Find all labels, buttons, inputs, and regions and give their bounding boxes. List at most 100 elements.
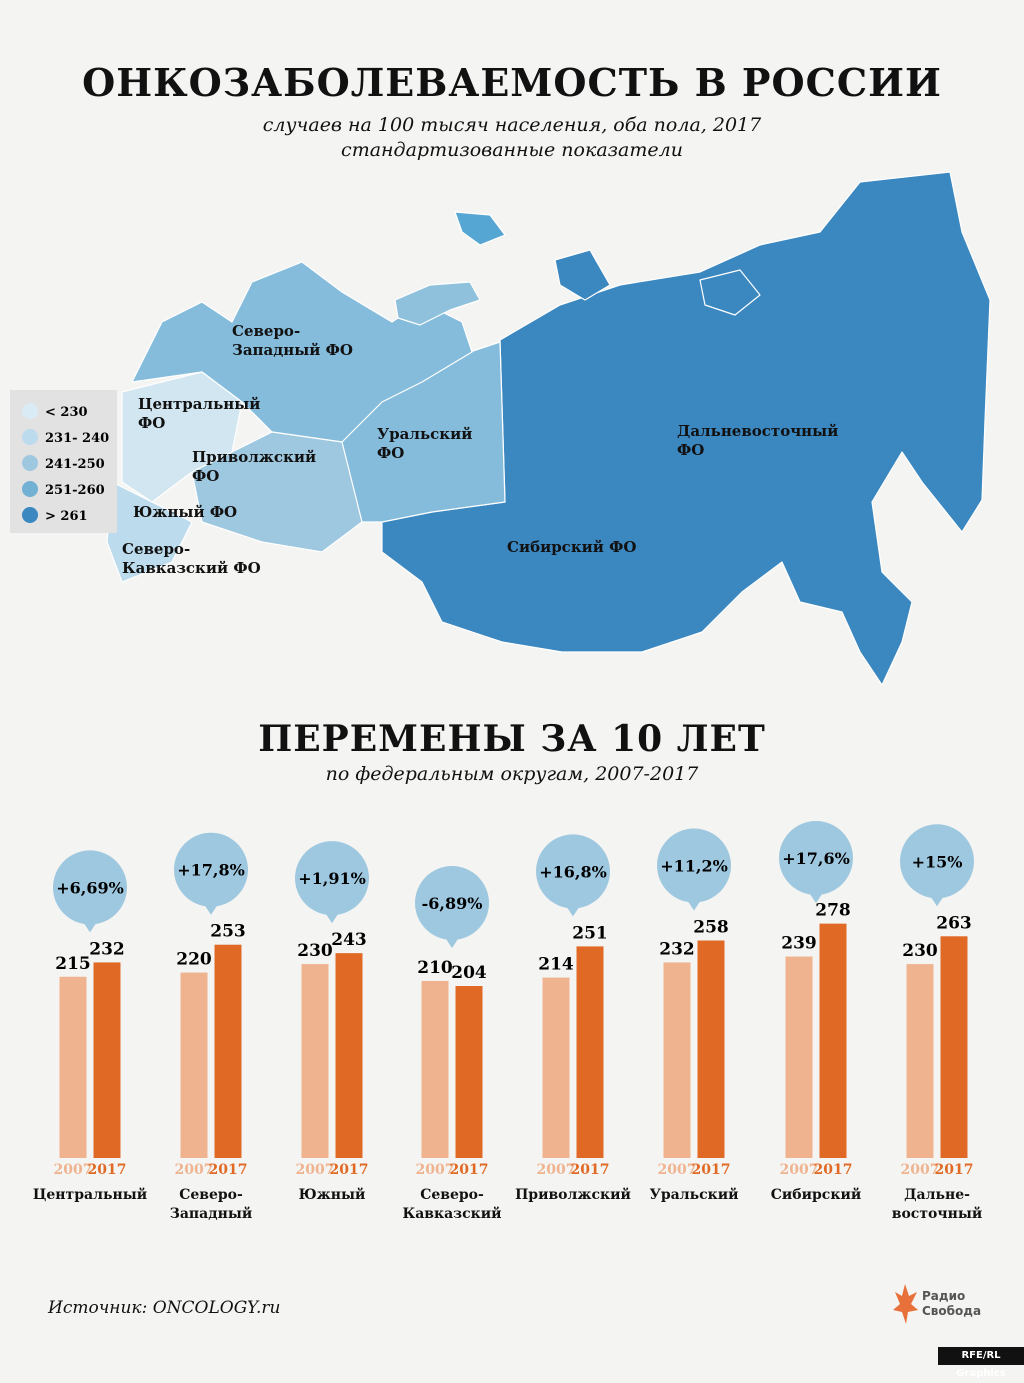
region-label: Северо- Западный ФО — [232, 322, 353, 359]
region-shape — [121, 371, 243, 503]
legend-label: < 230 — [45, 405, 88, 420]
value-label: 210 — [417, 958, 453, 978]
series-label: 2007 — [416, 1162, 455, 1178]
credit: RFE/RL Graphics — [938, 1347, 1024, 1379]
map: < 230 231- 240 241-250 251-260 > 261 — [10, 171, 991, 686]
bar — [93, 962, 121, 1158]
series-label: 2017 — [88, 1162, 127, 1178]
change-label: +1,91% — [298, 869, 366, 888]
value-label: 220 — [176, 950, 212, 970]
bar — [335, 953, 363, 1158]
chart-subtitle: по федеральным округам, 2007-2017 — [325, 763, 699, 785]
change-label: +17,6% — [782, 849, 850, 868]
legend-label: 251-260 — [45, 483, 105, 498]
value-label: 253 — [210, 922, 246, 942]
bar — [663, 962, 691, 1158]
change-bubble — [900, 824, 974, 899]
bar — [940, 936, 968, 1158]
region-shape — [554, 249, 611, 301]
logo-line: Радио — [922, 1289, 966, 1303]
value-label: 243 — [331, 930, 367, 950]
change-bubble — [536, 834, 610, 909]
value-label: 251 — [572, 923, 608, 943]
series-label: 2017 — [450, 1162, 489, 1178]
region-shape — [381, 171, 991, 686]
region-shape — [454, 211, 506, 246]
legend-swatch — [22, 481, 38, 497]
change-label: +16,8% — [539, 862, 607, 881]
logo-icon — [893, 1284, 918, 1324]
logo-text: Радио Свобода — [922, 1289, 981, 1319]
series-label: 2007 — [537, 1162, 576, 1178]
change-label: +15% — [912, 852, 963, 871]
region-shape — [106, 481, 193, 583]
logo-line: Свобода — [922, 1304, 982, 1318]
bar — [542, 977, 570, 1158]
value-label: 258 — [693, 918, 729, 938]
value-label: 230 — [902, 941, 938, 961]
category-label: Сибирский — [770, 1187, 862, 1203]
change-bubble — [657, 828, 731, 903]
series-label: 2017 — [571, 1162, 610, 1178]
subtitle: стандартизованные показатели — [341, 139, 683, 161]
change-bubble — [779, 821, 853, 895]
change-bubble — [415, 866, 489, 940]
series-label: 2017 — [692, 1162, 731, 1178]
bar — [819, 923, 847, 1158]
region-shape — [394, 281, 481, 326]
value-label: 232 — [659, 939, 695, 959]
series-label: 2007 — [54, 1162, 93, 1178]
region-label: Уральский ФО — [377, 425, 473, 462]
bar — [697, 940, 725, 1158]
region-label: Северо- Кавказский ФО — [122, 540, 261, 577]
series-label: 2017 — [935, 1162, 974, 1178]
subtitle: случаев на 100 тысяч населения, оба пола… — [262, 114, 762, 136]
series-label: 2017 — [814, 1162, 853, 1178]
category-label: Северо- Кавказский — [402, 1187, 502, 1222]
bar — [180, 972, 208, 1158]
region-shape — [699, 269, 761, 316]
bar — [301, 964, 329, 1158]
bar — [59, 976, 87, 1158]
value-label: 204 — [451, 963, 487, 983]
value-label: 215 — [55, 954, 91, 974]
region-label: Южный ФО — [133, 503, 238, 521]
value-label: 232 — [89, 939, 125, 959]
title: ОНКОЗАБОЛЕВАЕМОСТЬ В РОССИИ — [82, 60, 942, 105]
value-label: 230 — [297, 941, 333, 961]
source: Источник: ONCOLOGY.ru — [48, 1298, 281, 1318]
chart-title: ПЕРЕМЕНЫ ЗА 10 ЛЕТ — [258, 718, 766, 760]
change-label: +11,2% — [660, 857, 728, 876]
region-label: Приволжский ФО — [192, 448, 317, 485]
value-label: 214 — [538, 955, 574, 975]
series-label: 2007 — [658, 1162, 697, 1178]
series-label: 2007 — [175, 1162, 214, 1178]
category-label: Северо- Западный — [169, 1187, 253, 1222]
bar — [455, 986, 483, 1158]
region-label: Сибирский ФО — [507, 538, 637, 556]
change-bubble — [174, 832, 248, 907]
category-label: Дальне- восточный — [891, 1187, 983, 1222]
legend-swatch — [22, 455, 38, 471]
region-label: Центральный ФО — [138, 395, 261, 432]
bar — [906, 964, 934, 1158]
series-label: 2007 — [780, 1162, 819, 1178]
region-label: Дальневосточный ФО — [677, 422, 839, 459]
category-label: Центральный — [32, 1187, 148, 1203]
legend-label: > 261 — [45, 509, 88, 524]
bar — [576, 946, 604, 1158]
legend-swatch — [22, 429, 38, 445]
bar-chart: 215 2007 232 2017 +6,69% 220 2007 253 2017 +17,8%… — [53, 821, 974, 1178]
change-label: -6,89% — [422, 894, 483, 913]
bar — [785, 956, 813, 1158]
legend-label: 241-250 — [45, 457, 105, 472]
change-label: +17,8% — [177, 861, 245, 880]
bar — [421, 980, 449, 1158]
change-bubble — [295, 841, 369, 916]
category-label: Приволжский — [515, 1187, 631, 1203]
category-label: Южный — [298, 1187, 366, 1203]
category-label: Уральский — [649, 1187, 739, 1203]
series-label: 2007 — [901, 1162, 940, 1178]
change-bubble — [53, 850, 127, 925]
